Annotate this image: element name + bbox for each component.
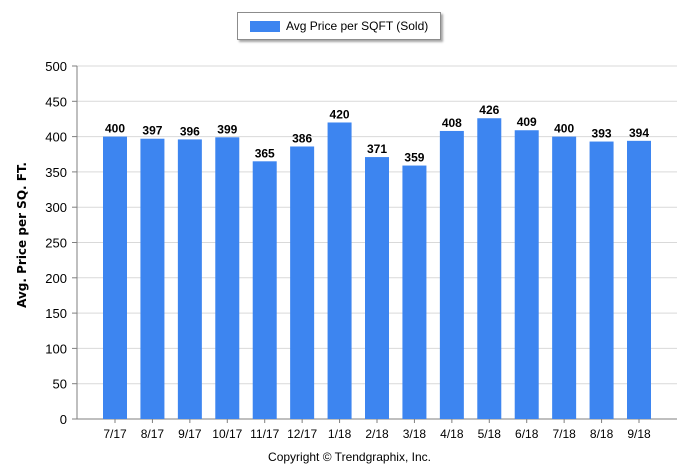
data-label: 386 [292, 131, 312, 145]
data-label: 409 [517, 115, 537, 129]
x-tick-label: 2/18 [365, 427, 389, 441]
data-label: 399 [217, 122, 237, 136]
y-tick-label: 0 [60, 412, 67, 427]
x-tick-label: 12/17 [287, 427, 317, 441]
x-tick-label: 7/17 [103, 427, 127, 441]
x-tick-label: 3/18 [403, 427, 427, 441]
bar [589, 141, 614, 420]
x-tick-label: 9/18 [627, 427, 651, 441]
bar [215, 137, 240, 419]
x-tick-label: 1/18 [328, 427, 352, 441]
data-label: 359 [404, 151, 424, 165]
bar [439, 130, 464, 419]
legend: Avg Price per SQFT (Sold) [237, 12, 441, 40]
x-tick-label: 5/18 [478, 427, 502, 441]
y-tick-label: 150 [45, 306, 67, 321]
x-tick-label: 6/18 [515, 427, 539, 441]
x-tick-label: 9/17 [178, 427, 202, 441]
data-label: 400 [554, 122, 574, 136]
bar [140, 138, 165, 419]
data-label: 394 [629, 126, 649, 140]
data-label: 426 [479, 103, 499, 117]
y-tick-label: 100 [45, 341, 67, 356]
legend-swatch [250, 20, 280, 32]
bar [327, 122, 352, 419]
y-tick-label: 200 [45, 271, 67, 286]
x-tick-label: 10/17 [212, 427, 242, 441]
legend-label: Avg Price per SQFT (Sold) [286, 19, 429, 33]
y-tick-label: 500 [45, 59, 67, 74]
data-label: 400 [105, 122, 125, 136]
data-label: 365 [255, 146, 275, 160]
x-tick-label: 8/18 [590, 427, 614, 441]
copyright-text: Copyright © Trendgraphix, Inc. [268, 450, 431, 464]
x-tick-label: 11/17 [250, 427, 279, 441]
y-tick-label: 350 [45, 165, 67, 180]
data-label: 396 [180, 124, 200, 138]
bar [252, 161, 277, 419]
y-tick-label: 400 [45, 130, 67, 145]
y-tick-label: 300 [45, 200, 67, 215]
bar [627, 140, 651, 419]
data-label: 371 [367, 142, 387, 156]
y-tick-label: 250 [45, 236, 67, 251]
bar [477, 118, 502, 419]
bar [103, 136, 127, 419]
data-label: 420 [330, 107, 350, 121]
y-tick-label: 450 [45, 94, 67, 109]
bar [402, 165, 427, 419]
bar [290, 146, 315, 419]
bar [514, 130, 539, 419]
y-tick-label: 50 [53, 377, 67, 392]
x-tick-label: 8/17 [141, 427, 165, 441]
data-label: 397 [142, 124, 162, 138]
data-label: 408 [442, 116, 462, 130]
data-label: 393 [592, 127, 612, 141]
x-tick-label: 7/18 [552, 427, 576, 441]
bar [552, 136, 577, 419]
x-tick-label: 4/18 [440, 427, 464, 441]
bar [177, 139, 202, 419]
bar [365, 157, 389, 419]
